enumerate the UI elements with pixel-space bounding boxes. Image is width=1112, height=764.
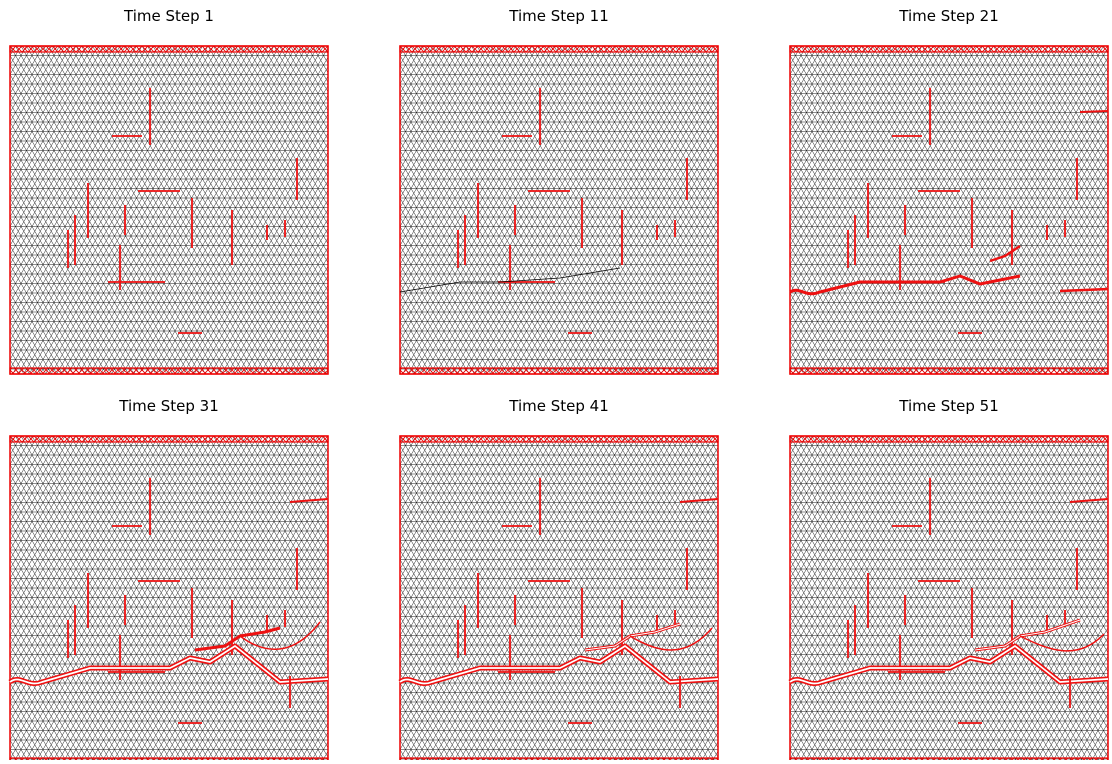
panel-title: Time Step 31 [118, 397, 219, 415]
panel: Time Step 51 [788, 397, 1109, 764]
mesh [790, 436, 1108, 764]
boundary [9, 45, 329, 375]
mesh [10, 436, 328, 764]
top-rail [9, 435, 329, 443]
crack [789, 274, 1021, 296]
boundary [9, 435, 329, 764]
boundary [789, 435, 1109, 764]
crack [1059, 287, 1109, 293]
boundary [789, 45, 1109, 375]
bottom-rail [399, 367, 719, 375]
crack [239, 621, 321, 650]
panel: Time Step 1 [9, 7, 329, 375]
top-rail [399, 435, 719, 443]
crack [1069, 498, 1109, 503]
panel: Time Step 41 [398, 397, 719, 764]
bottom-rail [789, 367, 1109, 375]
crack [1079, 110, 1109, 113]
panel-title: Time Step 51 [898, 397, 999, 415]
mesh [400, 436, 718, 764]
panels: Time Step 1 Time Step 11 Time Step 21 Time … [8, 7, 1109, 764]
crack [1019, 633, 1105, 652]
crack [989, 244, 1021, 263]
panel: Time Step 11 [399, 7, 719, 375]
mesh [790, 46, 1108, 374]
boundary [399, 435, 719, 764]
panel-title: Time Step 41 [508, 397, 609, 415]
top-rail [789, 45, 1109, 53]
mesh [400, 46, 718, 374]
top-rail [789, 435, 1109, 443]
crack [629, 627, 713, 651]
top-rail [9, 45, 329, 53]
boundary [399, 45, 719, 375]
crack [399, 267, 621, 293]
panel-title: Time Step 1 [123, 7, 214, 25]
crack [289, 498, 329, 503]
panel: Time Step 21 [789, 7, 1109, 375]
crack-opening [399, 645, 719, 685]
crack-opening [9, 645, 329, 685]
panel-title: Time Step 21 [898, 7, 999, 25]
crack [679, 498, 719, 503]
crack-opening [789, 645, 1109, 685]
panel: Time Step 31 [8, 397, 329, 764]
mesh [10, 46, 328, 374]
bottom-rail [9, 367, 329, 375]
top-rail [399, 45, 719, 53]
panel-title: Time Step 11 [508, 7, 609, 25]
